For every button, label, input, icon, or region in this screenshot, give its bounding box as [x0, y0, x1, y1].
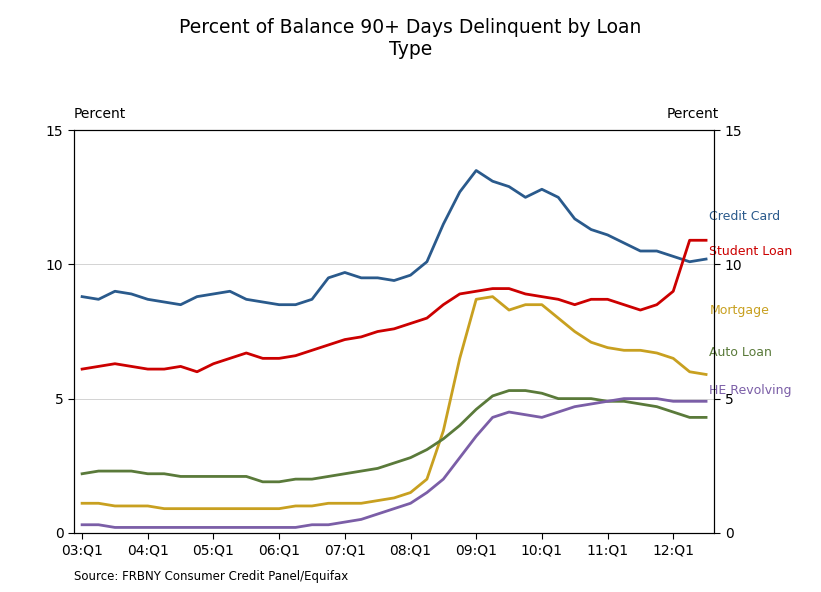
- Text: HE Revolving: HE Revolving: [709, 384, 791, 397]
- Text: Auto Loan: Auto Loan: [709, 346, 773, 359]
- Text: Student Loan: Student Loan: [709, 244, 792, 258]
- Text: Percent: Percent: [74, 107, 126, 121]
- Text: Percent of Balance 90+ Days Delinquent by Loan
Type: Percent of Balance 90+ Days Delinquent b…: [179, 18, 642, 59]
- Text: Mortgage: Mortgage: [709, 304, 769, 317]
- Text: Source: FRBNY Consumer Credit Panel/Equifax: Source: FRBNY Consumer Credit Panel/Equi…: [74, 570, 348, 583]
- Text: Percent: Percent: [666, 107, 718, 121]
- Text: Credit Card: Credit Card: [709, 210, 781, 223]
